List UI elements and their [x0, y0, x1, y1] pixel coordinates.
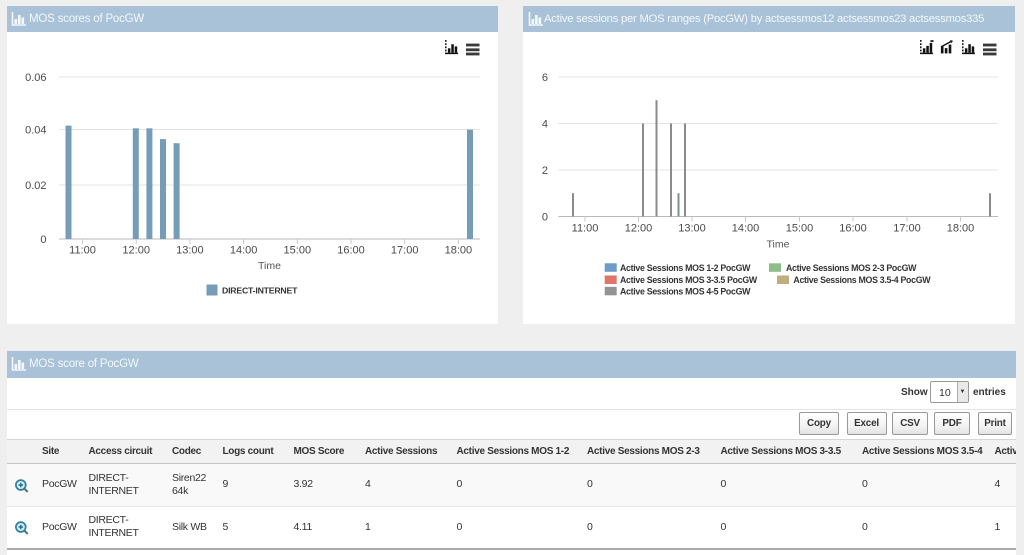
svg-text:13:00: 13:00	[678, 223, 706, 235]
svg-text:0.06: 0.06	[25, 72, 46, 84]
svg-text:0: 0	[542, 212, 548, 224]
svg-text:15:00: 15:00	[786, 223, 814, 235]
svg-text:Active Sessions MOS 3.5-4 PocG: Active Sessions MOS 3.5-4 PocGW	[793, 275, 931, 285]
svg-text:17:00: 17:00	[893, 223, 921, 235]
svg-text:Active Sessions MOS 2-3 PocGW: Active Sessions MOS 2-3 PocGW	[786, 263, 917, 273]
svg-text:11:00: 11:00	[572, 223, 599, 235]
svg-text:Active Sessions MOS 1-2 PocGW: Active Sessions MOS 1-2 PocGW	[620, 263, 751, 273]
svg-text:13:00: 13:00	[176, 245, 204, 257]
svg-text:0.04: 0.04	[25, 125, 46, 137]
svg-text:0.02: 0.02	[25, 180, 46, 192]
svg-text:0: 0	[40, 234, 46, 246]
svg-text:11:00: 11:00	[69, 245, 96, 257]
svg-text:Active Sessions MOS 3-3.5 PocG: Active Sessions MOS 3-3.5 PocGW	[620, 275, 758, 285]
svg-text:18:00: 18:00	[445, 245, 473, 257]
svg-text:12:00: 12:00	[625, 223, 653, 235]
svg-text:Active Sessions MOS 4-5 PocGW: Active Sessions MOS 4-5 PocGW	[620, 287, 751, 297]
svg-text:Time: Time	[258, 260, 281, 272]
svg-text:16:00: 16:00	[337, 245, 365, 257]
svg-text:DIRECT-INTERNET: DIRECT-INTERNET	[222, 286, 298, 296]
svg-text:16:00: 16:00	[839, 223, 867, 235]
svg-text:12:00: 12:00	[122, 245, 150, 257]
svg-text:Time: Time	[767, 239, 790, 251]
svg-text:14:00: 14:00	[230, 245, 258, 257]
svg-text:18:00: 18:00	[947, 223, 975, 235]
svg-text:15:00: 15:00	[284, 245, 312, 257]
svg-text:6: 6	[542, 72, 548, 84]
svg-text:4: 4	[542, 119, 548, 131]
svg-text:2: 2	[542, 165, 548, 177]
svg-text:14:00: 14:00	[732, 223, 760, 235]
svg-text:17:00: 17:00	[391, 245, 419, 257]
